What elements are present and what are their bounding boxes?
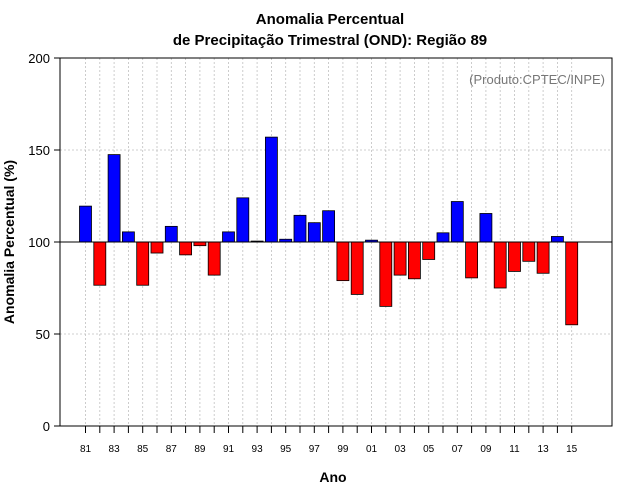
y-tick-label: 200 [28,51,50,66]
x-tick-label: 97 [309,444,321,455]
chart-title-line-1: Anomalia Percentual [256,11,404,28]
chart-title-line-2: de Precipitação Trimestral (OND): Região… [173,32,487,49]
x-tick-label: 95 [280,444,292,455]
bar-15 [565,241,579,326]
bar-85 [136,241,150,286]
x-tick-label: 13 [538,444,550,455]
bar-08 [465,241,479,279]
x-tick-label: 85 [137,444,149,455]
x-tick-label: 87 [166,444,178,455]
bar-90 [207,241,221,276]
x-tick-label: 89 [194,444,206,455]
bar-94 [264,136,278,243]
bar-96 [293,214,307,243]
bar-81 [79,205,92,243]
x-tick-label: 81 [80,444,92,455]
bar-89 [193,241,207,247]
y-axis: 0 50 100 150 200 [28,51,60,434]
bar-00 [350,241,364,295]
bar-14 [551,236,564,243]
credit-text: (Produto:CPTEC/INPE) [469,72,605,87]
x-tick-label: 93 [252,444,264,455]
bar-92 [236,197,250,243]
bar-09 [479,213,493,243]
bar-88 [179,241,193,256]
x-axis: 81 83 85 87 89 91 93 95 97 99 01 03 05 07 09 11 13 15 [80,426,578,455]
x-tick-label: 11 [509,444,520,455]
bar-11 [508,241,521,272]
bar-91 [222,231,235,243]
bar-87 [164,225,178,243]
x-tick-label: 99 [337,444,349,455]
bar-13 [536,241,550,274]
x-tick-label: 03 [395,444,407,455]
bar-99 [336,241,350,282]
bar-05 [422,241,436,260]
x-tick-label: 91 [223,444,235,455]
bar-03 [393,241,407,276]
x-axis-label: Ano [319,469,346,485]
bar-12 [522,241,536,262]
bar-04 [407,241,421,280]
bar-82 [93,241,107,286]
bar-86 [150,241,164,254]
y-tick-label: 150 [28,143,50,158]
bar-84 [122,231,135,243]
y-tick-label: 100 [28,235,50,250]
y-axis-label: Anomalia Percentual (%) [1,160,17,324]
x-tick-label: 15 [566,444,578,455]
bar-83 [107,154,121,243]
bar-98 [322,210,336,243]
bar-06 [436,232,450,243]
bar-97 [307,222,321,243]
y-tick-label: 0 [43,419,50,434]
x-tick-label: 07 [452,444,464,455]
x-tick-label: 09 [480,444,492,455]
x-tick-label: 05 [423,444,435,455]
x-tick-label: 83 [109,444,121,455]
y-tick-label: 50 [36,327,50,342]
bar-07 [450,201,464,243]
bars [79,136,579,326]
x-tick-label: 01 [366,444,378,455]
bar-02 [379,241,393,307]
bar-10 [493,241,507,289]
